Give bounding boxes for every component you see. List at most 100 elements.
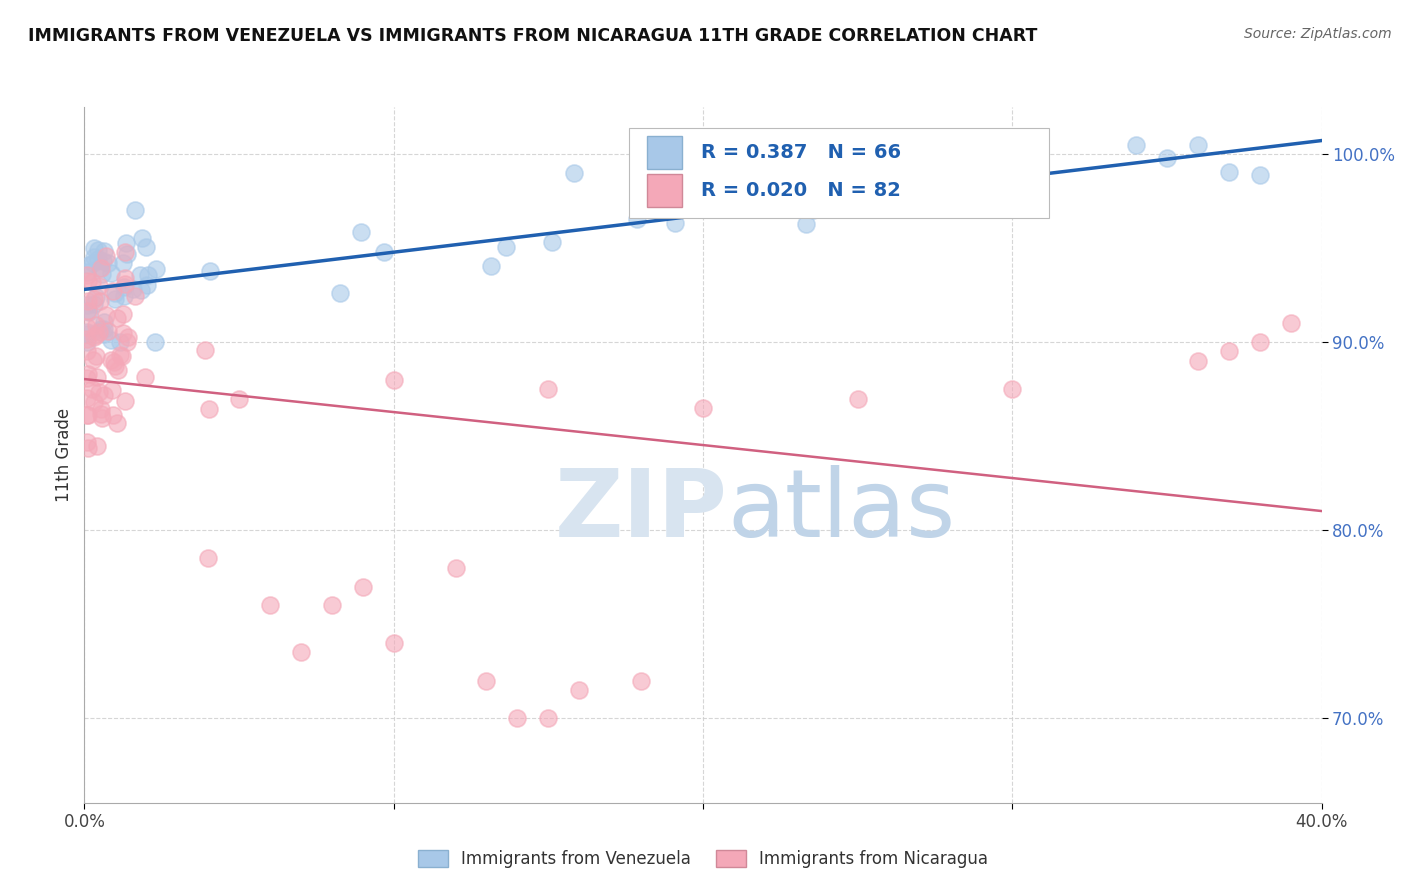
Point [91,267,114,281]
Point [506,711,529,725]
Point [117,329,139,343]
Point [143,335,166,350]
Point [89,260,111,275]
Point [1187,354,1209,368]
Point [76,268,98,283]
Point [479,259,502,273]
Point [76,294,98,309]
Point [76,298,98,312]
Point [77,409,100,423]
Y-axis label: 11th Grade: 11th Grade [55,408,73,502]
Point [321,599,343,613]
Point [83,297,105,311]
Point [382,636,405,650]
Point [1125,137,1147,152]
Point [1249,168,1271,182]
Point [669,180,692,194]
Point [76,435,98,450]
Point [111,349,134,363]
Point [1218,165,1240,179]
Point [93,315,115,329]
Point [537,382,560,396]
Point [76,441,98,455]
Point [87,243,110,257]
Point [115,247,138,261]
Point [114,271,136,285]
Text: IMMIGRANTS FROM VENEZUELA VS IMMIGRANTS FROM NICARAGUA 11TH GRADE CORRELATION CH: IMMIGRANTS FROM VENEZUELA VS IMMIGRANTS … [28,27,1038,45]
Point [93,388,115,402]
Point [135,240,157,254]
Point [83,241,105,255]
Point [382,373,405,387]
Point [76,371,98,385]
Point [198,401,221,416]
Point [100,353,122,368]
Point [93,254,115,268]
Point [82,256,104,270]
Point [373,245,395,260]
Point [76,303,98,318]
Point [84,318,107,333]
Point [76,274,98,288]
Point [82,352,104,367]
Point [89,294,111,309]
Point [124,289,146,303]
Point [1279,316,1302,330]
Point [1001,163,1024,178]
Point [100,266,122,280]
Point [103,292,125,306]
Point [77,367,100,381]
Point [103,409,125,423]
Point [86,369,108,384]
Point [630,673,652,688]
Point [84,290,107,304]
Point [100,333,122,347]
Point [93,322,115,336]
Point [112,280,135,294]
Point [90,401,112,416]
Point [846,392,869,406]
Point [626,212,648,227]
Point [89,325,111,339]
Point [93,327,115,342]
Point [93,244,115,258]
Point [124,203,146,218]
Bar [647,136,682,169]
Point [80,275,103,289]
Point [83,292,105,306]
Point [76,335,98,350]
Point [198,263,221,277]
Point [76,325,98,339]
Point [134,370,156,384]
Point [815,194,838,209]
Point [86,439,108,453]
Point [76,327,98,342]
Point [76,332,98,346]
Point [114,244,136,259]
Point [692,401,714,415]
Point [76,344,98,359]
Text: R = 0.387   N = 66: R = 0.387 N = 66 [700,143,901,161]
Point [76,408,98,422]
Point [350,225,373,239]
Point [329,285,352,300]
Point [83,395,105,409]
Point [112,289,135,303]
Point [76,304,98,318]
Point [495,240,517,254]
Point [136,278,159,293]
Point [105,416,128,430]
Legend: Immigrants from Venezuela, Immigrants from Nicaragua: Immigrants from Venezuela, Immigrants fr… [411,843,995,875]
Point [1249,335,1271,350]
Bar [647,174,682,207]
Point [111,255,134,269]
Point [1187,137,1209,152]
Point [114,394,136,409]
Point [475,673,498,688]
Point [962,157,984,171]
Point [79,305,101,319]
Point [90,260,112,275]
Point [111,307,134,321]
Point [101,284,124,298]
Point [537,711,560,725]
